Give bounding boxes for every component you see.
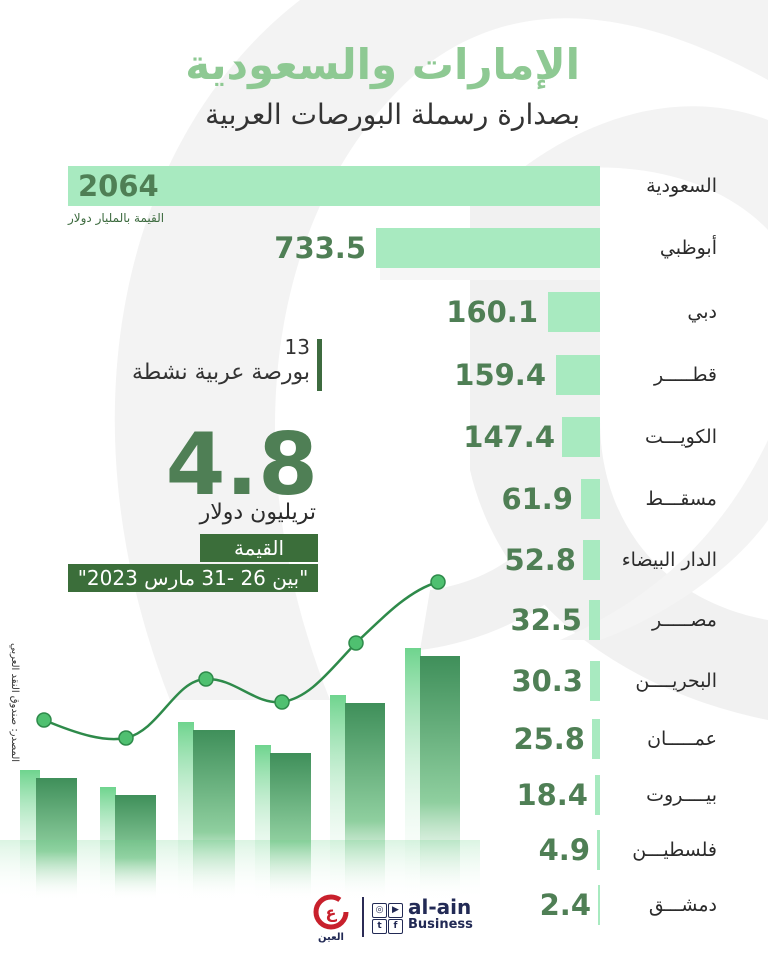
bar-row-beirut: 18.4 بيــــروت — [0, 775, 768, 815]
bar-label: البحريــــن — [635, 670, 717, 692]
bar — [598, 885, 600, 925]
bar-value: 32.5 — [510, 603, 582, 637]
exchanges-label: بورصة عربية نشطة — [132, 360, 310, 385]
bar — [548, 292, 600, 332]
bar-label: السعودية — [646, 175, 717, 197]
bar-value: 147.4 — [463, 420, 555, 454]
bar-value: 4.9 — [538, 833, 590, 867]
bar — [583, 540, 600, 580]
bar-row-palestine: 4.9 فلسطيـــن — [0, 830, 768, 870]
bar-row-damascus: 2.4 دمشـــق — [0, 885, 768, 925]
bar-label: دبي — [687, 301, 717, 323]
brand-line2: Business — [408, 917, 473, 932]
bar-row-abudhabi: 733.5 أبوظبي — [0, 228, 768, 268]
accent-divider — [317, 339, 322, 391]
bar-label: الدار البيضاء — [621, 549, 717, 571]
bar-value: 52.8 — [504, 543, 576, 577]
twitter-icon[interactable]: t — [372, 919, 387, 934]
bar-label: قطـــــر — [654, 364, 717, 386]
bar — [556, 355, 600, 395]
instagram-icon[interactable]: ◎ — [372, 903, 387, 918]
bar-label: أبوظبي — [659, 237, 717, 259]
al-ain-logo-icon: ع العين — [313, 894, 349, 943]
exchanges-count: 13 — [284, 335, 310, 359]
bar-row-qatar: 159.4 قطـــــر — [0, 355, 768, 395]
bar-row-bahrain: 30.3 البحريــــن — [0, 661, 768, 701]
bar — [68, 166, 600, 206]
bar-row-kuwait: 147.4 الكويـــت — [0, 417, 768, 457]
bar-value: 160.1 — [446, 295, 538, 329]
svg-text:العين: العين — [318, 932, 344, 943]
youtube-icon[interactable]: ▶ — [388, 903, 403, 918]
facebook-icon[interactable]: f — [388, 919, 403, 934]
bar-label: الكويـــت — [644, 426, 717, 448]
bar — [595, 775, 600, 815]
brand-name: al-ain Business — [408, 897, 473, 933]
bar — [589, 600, 600, 640]
bar-label: مصـــــر — [652, 609, 717, 631]
bar-value: 18.4 — [516, 778, 588, 812]
footer-branding: ع العين ◎ ▶ t f al-ain Business — [310, 893, 480, 943]
bar-value: 61.9 — [501, 482, 573, 516]
market-value-tag: القيمة السوقية — [200, 534, 318, 588]
period-tag: "بين 26 -31 مارس 2023" — [68, 564, 318, 592]
bar — [592, 719, 600, 759]
page-subtitle: بصدارة رسملة البورصات العربية — [205, 98, 580, 131]
total-market-value: 4.8 — [165, 415, 318, 515]
bar-label: دمشـــق — [648, 894, 717, 916]
bar-value: 733.5 — [274, 231, 366, 265]
brand-line1: al-ain — [408, 895, 472, 919]
bar-value: 25.8 — [513, 722, 585, 756]
total-market-unit: تريليون دولار — [199, 500, 316, 525]
bar-value: 30.3 — [511, 664, 583, 698]
bar-value: 159.4 — [454, 358, 546, 392]
bar-label: عمـــــان — [647, 728, 717, 750]
bar-row-muscat: 61.9 مسقـــط — [0, 479, 768, 519]
bar-row-oman: 25.8 عمـــــان — [0, 719, 768, 759]
footer-divider — [362, 897, 364, 937]
bar — [597, 830, 600, 870]
bar — [581, 479, 600, 519]
svg-text:ع: ع — [326, 903, 338, 922]
exchanges-count-block: 13 بورصة عربية نشطة — [132, 335, 322, 391]
social-icons: ◎ ▶ t f — [372, 903, 404, 935]
unit-note: القيمة بالمليار دولار — [68, 211, 165, 225]
bar-value: 2064 — [78, 169, 159, 203]
bar-row-casablanca: 52.8 الدار البيضاء — [0, 540, 768, 580]
bar-label: بيــــروت — [646, 784, 717, 806]
bar-value: 2.4 — [539, 888, 591, 922]
page-title: الإمارات والسعودية — [185, 40, 580, 89]
bar-row-saudi: 2064 السعودية — [0, 166, 768, 206]
bar-label: مسقـــط — [645, 488, 717, 510]
bar — [376, 228, 600, 268]
bar-label: فلسطيـــن — [632, 839, 717, 861]
bar-row-egypt: 32.5 مصـــــر — [0, 600, 768, 640]
bar — [590, 661, 600, 701]
bar — [562, 417, 600, 457]
bar-row-dubai: 160.1 دبي — [0, 292, 768, 332]
source-note: المصدر: صندوق النقد العربي — [9, 642, 20, 762]
